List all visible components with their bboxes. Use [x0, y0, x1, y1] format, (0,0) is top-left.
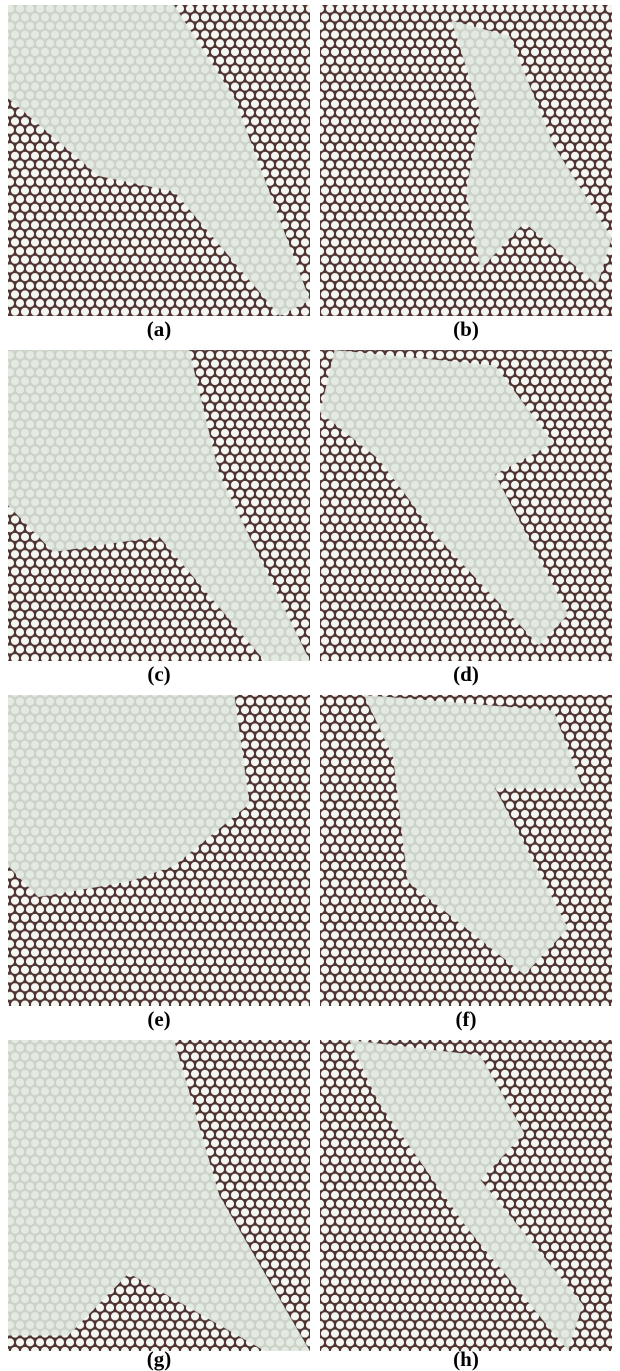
photo-panel: [320, 350, 612, 661]
photo-panel: [320, 1040, 612, 1351]
panel-label: (h): [453, 1347, 479, 1371]
panel-label: (b): [453, 317, 479, 341]
photo-panel: [8, 350, 310, 661]
panel-label: (a): [147, 317, 172, 341]
panel-label: (c): [147, 662, 170, 686]
panel-label: (d): [453, 662, 479, 686]
photo-panel: [320, 695, 612, 1006]
photo-panel: [8, 5, 310, 316]
photo-panel: [8, 695, 310, 1006]
photo-panel: [320, 5, 612, 316]
photo-panel: [8, 1040, 310, 1351]
figure: (a) (b) (c) (d) (e) (f) (g) (h): [0, 0, 620, 1371]
panel-label: (g): [147, 1347, 172, 1371]
panel-label: (f): [456, 1007, 477, 1031]
panel-label: (e): [147, 1007, 170, 1031]
